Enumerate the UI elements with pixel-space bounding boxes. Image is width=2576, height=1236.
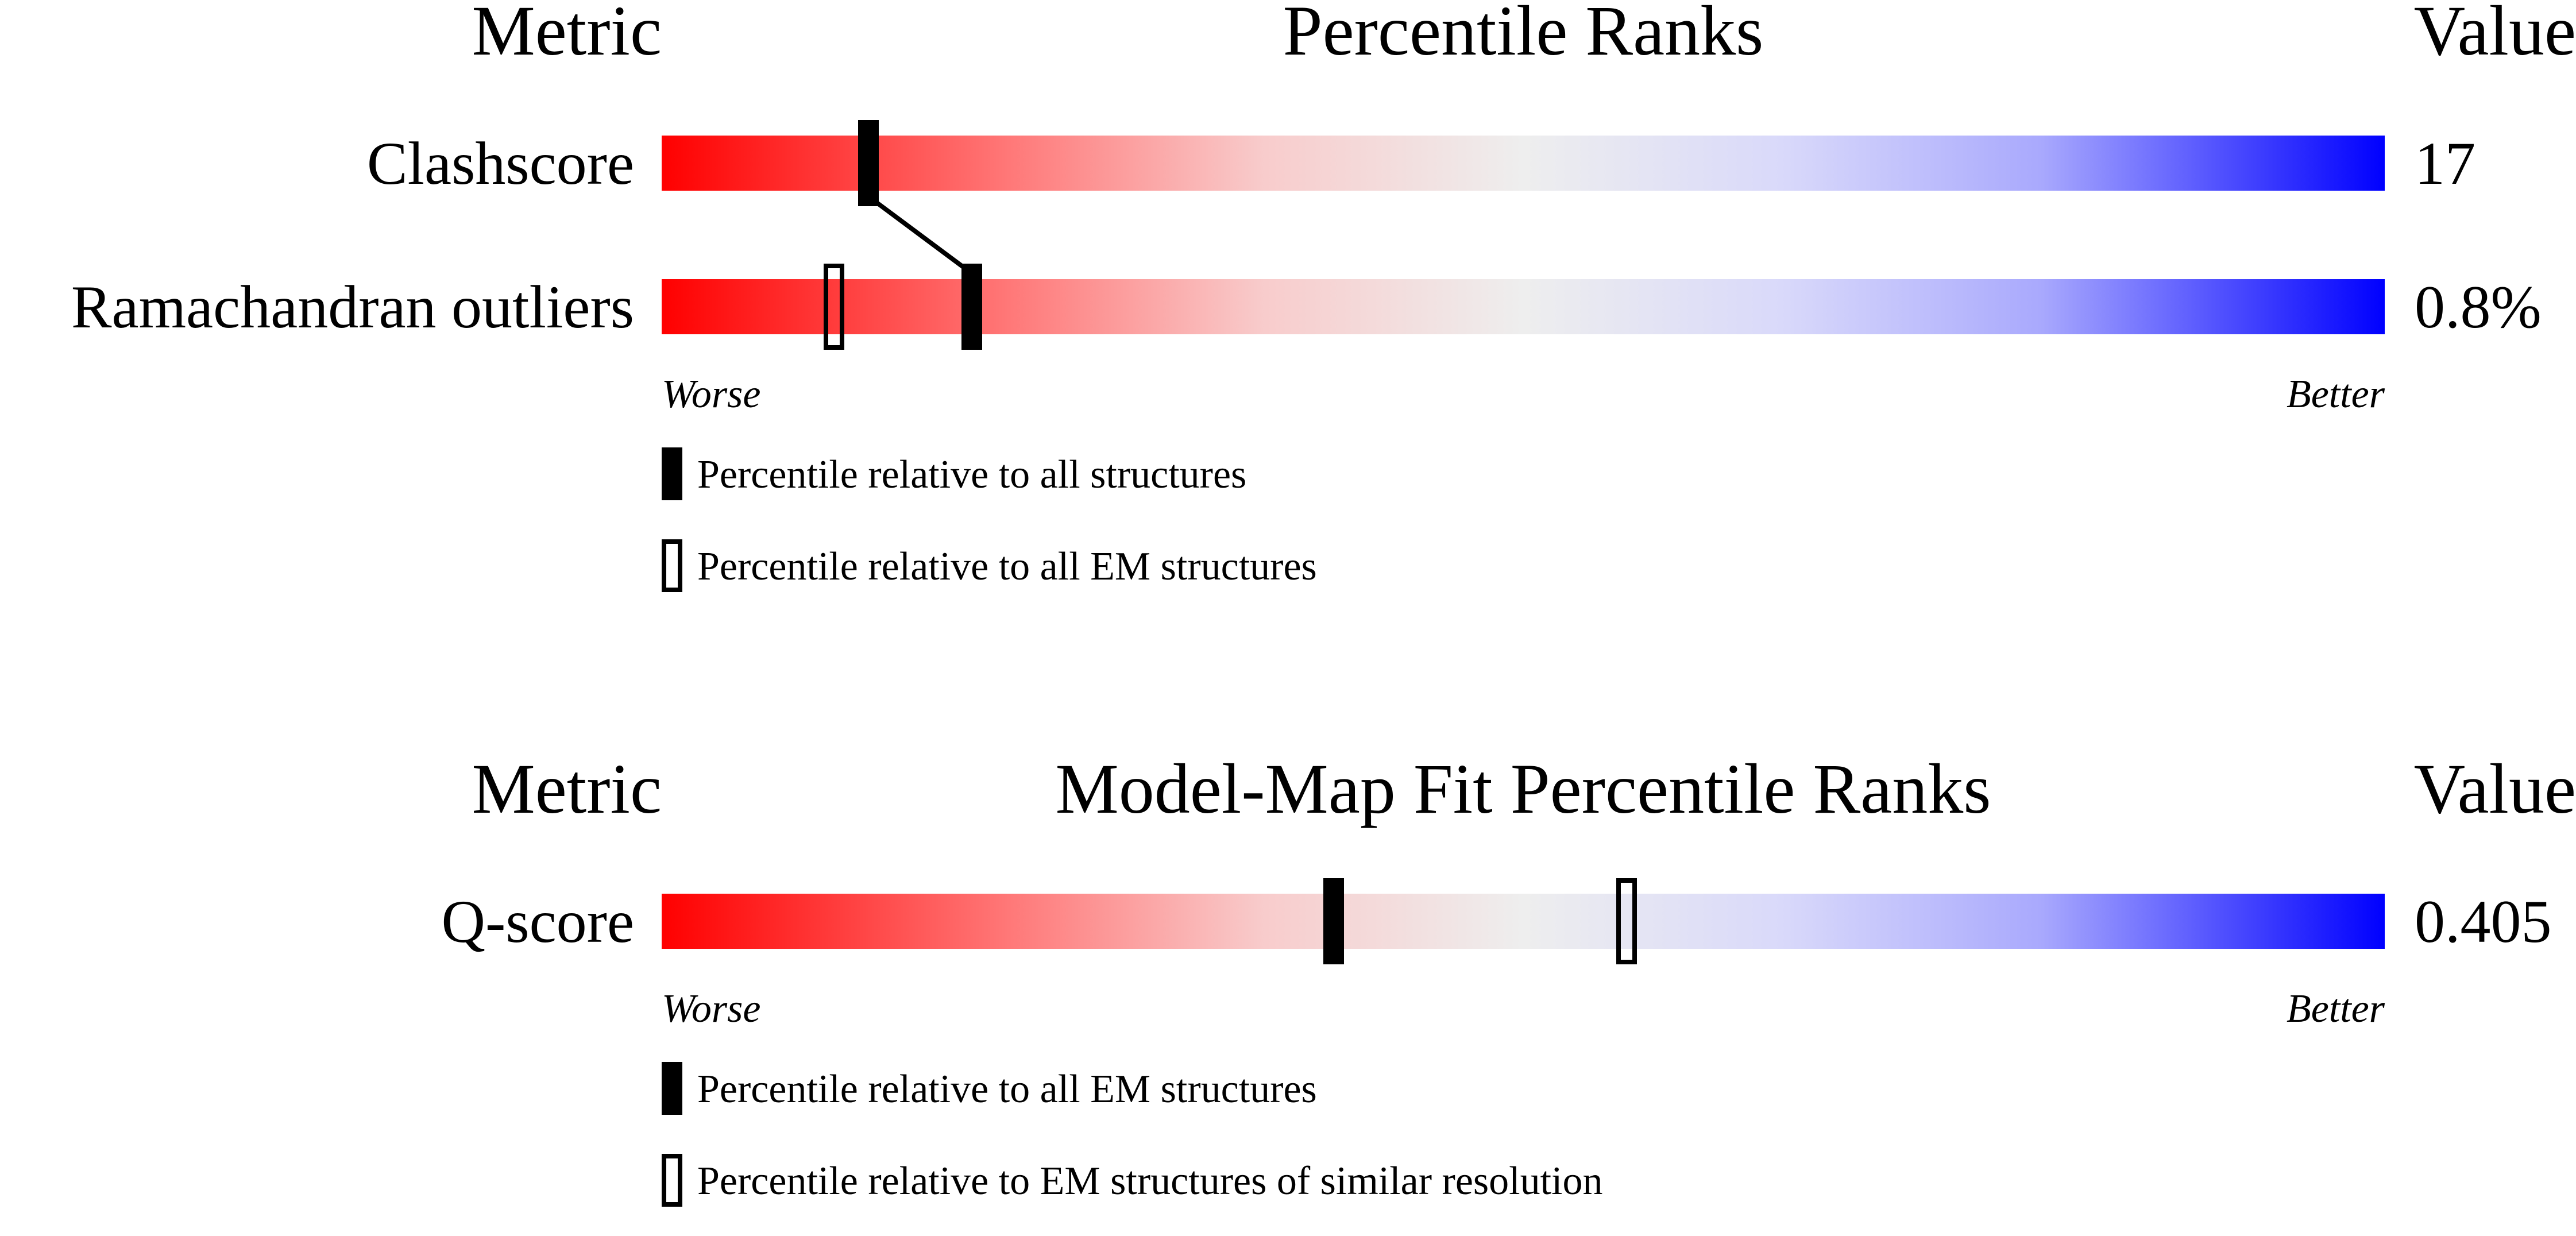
percentile-gradient-bar [662, 279, 2385, 334]
legend-filled-marker-icon [662, 447, 682, 500]
metric-label: Q-score [442, 888, 635, 955]
metric-header: Metric [472, 0, 662, 70]
worse-label: Worse [662, 987, 760, 1031]
better-label: Better [2287, 987, 2385, 1031]
metric-value: 0.8% [2415, 273, 2542, 341]
percentile-panel: Metric Model-Map Fit Percentile Ranks Valu… [442, 750, 2576, 1207]
legend-label: Percentile relative to all EM structures [697, 1067, 1317, 1111]
legend-label: Percentile relative to EM structures of … [697, 1159, 1603, 1203]
legend-open-marker-icon [662, 539, 682, 592]
legend-open-marker-icon [662, 1154, 682, 1207]
value-header: Value [2414, 0, 2576, 70]
percentile-gradient-bar [662, 894, 2385, 949]
panel-title: Model-Map Fit Percentile Ranks [1056, 750, 1991, 828]
percentile-gradient-bar [662, 136, 2385, 191]
metric-value: 17 [2415, 130, 2475, 197]
metric-header: Metric [472, 750, 662, 828]
percentile-panel: Metric Percentile Ranks Value Clashscore 17 R… [71, 0, 2576, 592]
panel-title: Percentile Ranks [1283, 0, 1764, 70]
value-header: Value [2414, 750, 2576, 828]
metric-value: 0.405 [2415, 888, 2552, 955]
metric-label: Clashscore [367, 130, 634, 197]
metric-label: Ramachandran outliers [71, 273, 634, 341]
percentile-marker-filled [961, 264, 982, 350]
worse-label: Worse [662, 372, 760, 416]
marker-connector-line [867, 194, 974, 276]
percentile-marker-open [824, 264, 844, 350]
legend-label: Percentile relative to all EM structures [697, 544, 1317, 589]
percentile-marker-open [1616, 878, 1637, 964]
percentile-marker-filled [1323, 878, 1344, 964]
legend-filled-marker-icon [662, 1062, 682, 1115]
percentile-marker-filled [858, 120, 879, 206]
better-label: Better [2287, 372, 2385, 416]
legend-label: Percentile relative to all structures [697, 453, 1246, 497]
